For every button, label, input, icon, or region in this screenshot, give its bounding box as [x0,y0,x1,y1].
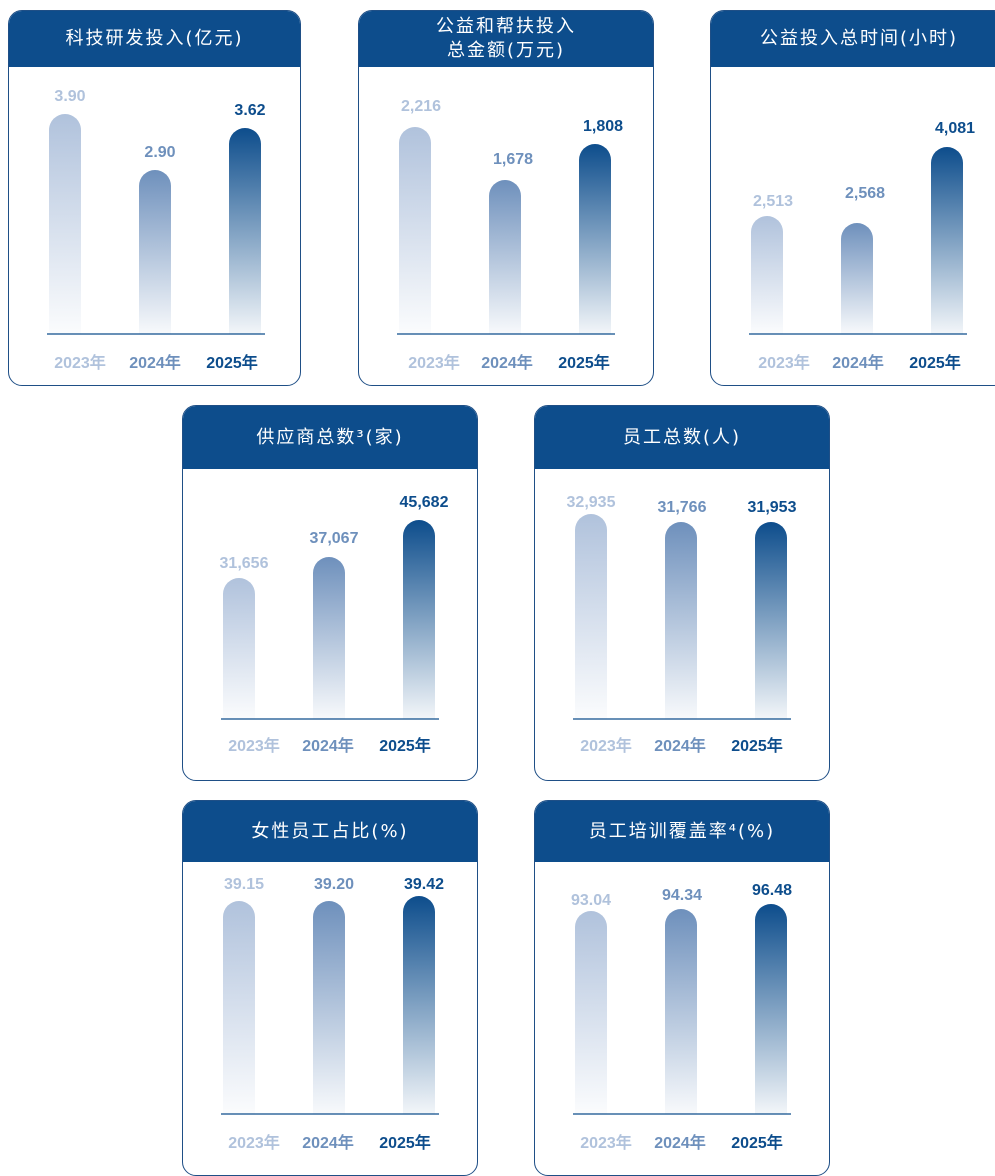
bar-chart: 3.90 2023年 2.90 2024年 3.62 2025年 [47,88,266,372]
female-employee-ratio-card: 女性员工占比(%) 39.15 2023年 39.20 2024年 39.42 2025年 [182,800,478,1176]
bar-2025年 [755,904,787,1114]
bar-2025年 [931,147,963,334]
bar-2023年 [399,127,431,334]
data-label: 2,568 [845,185,885,202]
data-label: 4,081 [935,120,975,137]
data-label: 2,216 [401,98,441,115]
x-tick-label: 2025年 [558,353,610,372]
chart-title: 公益投入总时间(小时) [759,28,959,49]
x-tick-label: 2023年 [580,1133,632,1152]
data-label: 3.62 [234,102,265,119]
bar-2025年 [403,896,435,1114]
chart-title: 科技研发投入(亿元) [65,28,244,49]
x-tick-label: 2023年 [408,353,460,372]
data-label: 31,953 [748,499,797,516]
x-tick-label: 2025年 [206,353,258,372]
bar-2023年 [223,901,255,1114]
data-label: 31,656 [220,555,269,572]
data-label: 1,678 [493,151,533,168]
bar-2024年 [313,557,345,719]
x-tick-label: 2025年 [731,736,783,755]
chart-title: 员工培训覆盖率⁴(%) [588,820,776,842]
x-tick-label: 2023年 [580,736,632,755]
data-label: 39.20 [314,876,354,893]
x-tick-label: 2024年 [832,353,884,372]
x-tick-label: 2023年 [758,353,810,372]
data-label: 94.34 [662,887,702,904]
card-header: 员工总数(人) [535,406,829,469]
data-label: 32,935 [567,494,616,511]
chart-title: 女性员工占比(%) [251,820,409,842]
card-header: 公益和帮扶投入 总金额(万元) [359,11,653,67]
x-tick-label: 2025年 [909,353,961,372]
bar-2024年 [665,522,697,719]
x-tick-label: 2024年 [129,353,181,372]
bar-2025年 [579,144,611,334]
bar-chart: 39.15 2023年 39.20 2024年 39.42 2025年 [221,876,444,1152]
bar-chart: 93.04 2023年 94.34 2024年 96.48 2025年 [571,882,792,1152]
card-header: 科技研发投入(亿元) [9,11,300,67]
bar-2024年 [139,170,171,334]
chart-title: 供应商总数³(家) [256,426,404,448]
card-header: 公益投入总时间(小时) [711,11,995,67]
employee-count-card: 员工总数(人) 32,935 2023年 31,766 2024年 31,953 2025年 [534,405,830,781]
bar-chart: 32,935 2023年 31,766 2024年 31,953 2025年 [567,494,797,755]
bar-2025年 [229,128,261,334]
data-label: 39.15 [224,876,264,893]
card-header: 员工培训覆盖率⁴(%) [535,801,829,862]
x-tick-label: 2023年 [228,1133,280,1152]
x-tick-label: 2023年 [54,353,106,372]
charity-hours-card: 公益投入总时间(小时) 2,513 2023年 2,568 2024年 4,081 2025… [710,10,995,386]
data-label: 2.90 [144,144,175,161]
x-tick-label: 2023年 [228,736,280,755]
data-label: 96.48 [752,882,792,899]
bar-2025年 [755,522,787,719]
card-header: 女性员工占比(%) [183,801,477,862]
card-header: 供应商总数³(家) [183,406,477,469]
x-tick-label: 2024年 [302,736,354,755]
charity-amount-card: 公益和帮扶投入 总金额(万元) 2,216 2023年 1,678 2024年 1,808… [358,10,654,386]
x-tick-label: 2024年 [481,353,533,372]
bar-2023年 [223,578,255,719]
bar-2023年 [49,114,81,334]
x-tick-label: 2024年 [654,1133,706,1152]
chart-title: 员工总数(人) [622,426,742,448]
data-label: 1,808 [583,118,623,135]
data-label: 39.42 [404,876,444,893]
data-label: 31,766 [658,499,707,516]
bar-chart: 31,656 2023年 37,067 2024年 45,682 2025年 [220,494,449,755]
bar-2025年 [403,520,435,719]
bar-2023年 [575,514,607,719]
x-tick-label: 2025年 [379,736,431,755]
bar-2024年 [489,180,521,334]
bar-2024年 [841,223,873,334]
bar-chart: 2,216 2023年 1,678 2024年 1,808 2025年 [397,98,623,372]
bar-2024年 [313,901,345,1114]
x-tick-label: 2024年 [302,1133,354,1152]
bar-2023年 [751,216,783,334]
bar-chart: 2,513 2023年 2,568 2024年 4,081 2025年 [749,120,975,372]
data-label: 37,067 [310,530,359,547]
bar-2023年 [575,911,607,1114]
x-tick-label: 2024年 [654,736,706,755]
bar-2024年 [665,909,697,1114]
data-label: 45,682 [400,494,449,511]
data-label: 93.04 [571,892,611,909]
data-label: 2,513 [753,193,793,210]
rnd-investment-card: 科技研发投入(亿元) 3.90 2023年 2.90 2024年 3.62 2025年 [8,10,301,386]
supplier-count-card: 供应商总数³(家) 31,656 2023年 37,067 2024年 45,682 202… [182,405,478,781]
training-coverage-card: 员工培训覆盖率⁴(%) 93.04 2023年 94.34 2024年 96.48 2025… [534,800,830,1176]
chart-title: 公益和帮扶投入 总金额(万元) [436,16,576,61]
x-tick-label: 2025年 [379,1133,431,1152]
x-tick-label: 2025年 [731,1133,783,1152]
data-label: 3.90 [54,88,85,105]
